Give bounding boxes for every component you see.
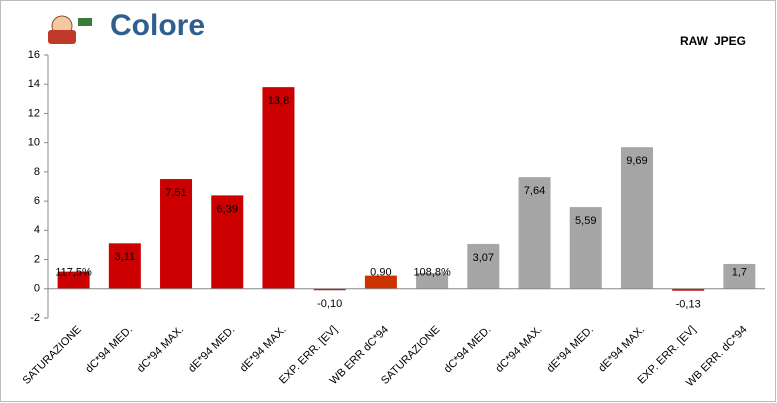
data-label: 13,8 <box>268 95 289 107</box>
data-label: 3,11 <box>115 251 136 263</box>
data-label: 1,7 <box>732 267 747 279</box>
bar <box>467 243 500 289</box>
legend-entry: JPEG <box>714 34 746 48</box>
data-label: 108,8% <box>413 267 451 279</box>
y-tick-label: 14 <box>28 78 40 90</box>
bar <box>211 195 244 289</box>
y-tick-label: 8 <box>34 166 40 178</box>
bar <box>160 179 193 289</box>
bar <box>57 271 90 289</box>
bar <box>569 207 602 289</box>
data-label: -0,10 <box>317 298 342 310</box>
bar <box>364 275 397 289</box>
data-label: 7,51 <box>165 187 186 199</box>
y-tick-label: 12 <box>28 107 40 119</box>
y-tick-label: 10 <box>28 137 40 149</box>
bar <box>672 288 705 291</box>
y-tick-label: 6 <box>34 195 40 207</box>
y-tick-label: 4 <box>34 224 40 236</box>
bar <box>108 243 141 289</box>
data-label: 7,64 <box>524 185 545 197</box>
data-label: 9,69 <box>626 155 647 167</box>
bar <box>262 87 295 289</box>
bar <box>313 288 346 291</box>
data-label: 6,39 <box>217 203 238 215</box>
bar <box>518 177 551 289</box>
bar <box>620 147 653 289</box>
y-tick-label: 2 <box>34 253 40 265</box>
data-label: -0,13 <box>676 299 701 311</box>
bar <box>723 263 756 289</box>
data-label: 117,5% <box>55 267 92 279</box>
bar <box>416 272 449 289</box>
logo-icon <box>48 15 92 44</box>
chart-title: Colore <box>110 9 205 42</box>
data-label: 0,90 <box>370 267 391 279</box>
y-tick-label: 16 <box>28 49 40 61</box>
legend-entry: RAW <box>680 34 709 48</box>
y-tick-label: -2 <box>30 312 40 324</box>
y-tick-label: 0 <box>34 283 40 295</box>
data-label: 5,59 <box>575 215 596 227</box>
data-label: 3,07 <box>473 252 494 264</box>
